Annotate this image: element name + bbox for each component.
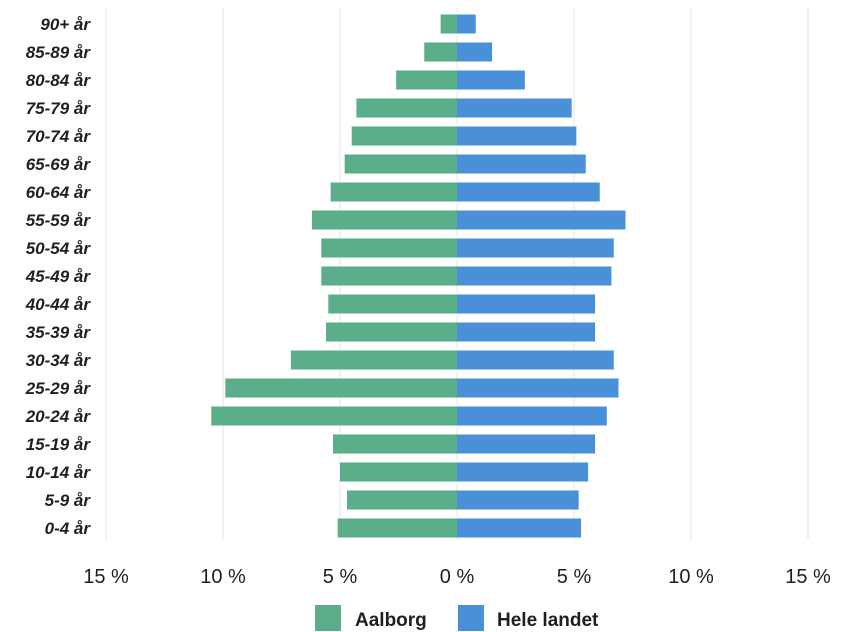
x-tick-labels: 15 % 10 % 5 % 0 % 5 % 10 % 15 % <box>83 566 831 588</box>
bar-hele-landet <box>457 322 596 342</box>
bar-hele-landet <box>457 518 582 538</box>
bar-hele-landet <box>457 490 579 510</box>
x-tick-label: 10 % <box>668 566 714 588</box>
bar-hele-landet <box>457 406 607 426</box>
category-label: 90+ år <box>40 15 91 34</box>
x-tick-label: 15 % <box>83 566 129 588</box>
bar-hele-landet <box>457 14 476 34</box>
bar-aalborg <box>225 378 457 398</box>
bar-hele-landet <box>457 182 600 202</box>
bar-aalborg <box>356 98 457 118</box>
bar-hele-landet <box>457 154 586 174</box>
legend-label: Aalborg <box>355 610 427 631</box>
bar-aalborg <box>290 350 457 370</box>
bar-hele-landet <box>457 434 596 454</box>
bar-aalborg <box>332 434 457 454</box>
category-label: 15-19 år <box>26 435 92 454</box>
bar-aalborg <box>344 154 457 174</box>
bar-aalborg <box>328 294 457 314</box>
category-label: 80-84 år <box>26 71 92 90</box>
x-tick-label: 10 % <box>200 566 246 588</box>
bar-hele-landet <box>457 98 572 118</box>
bar-aalborg <box>311 210 457 230</box>
category-label: 20-24 år <box>25 407 92 426</box>
x-tick-label: 5 % <box>323 566 358 588</box>
category-label: 5-9 år <box>45 491 92 510</box>
x-tick-label: 5 % <box>557 566 592 588</box>
bar-aalborg <box>440 14 457 34</box>
category-label: 35-39 år <box>26 323 92 342</box>
category-label: 25-29 år <box>25 379 92 398</box>
category-label: 50-54 år <box>26 239 92 258</box>
legend-label: Hele landet <box>497 610 599 631</box>
category-label: 85-89 år <box>26 43 92 62</box>
legend: Aalborg Hele landet <box>315 605 599 631</box>
bar-hele-landet <box>457 378 619 398</box>
bar-aalborg <box>211 406 457 426</box>
category-label: 55-59 år <box>26 211 92 230</box>
bar-aalborg <box>330 182 457 202</box>
legend-swatch <box>315 605 341 631</box>
bar-hele-landet <box>457 42 493 62</box>
bar-hele-landet <box>457 70 525 90</box>
category-label: 70-74 år <box>26 127 92 146</box>
category-label: 40-44 år <box>25 295 92 314</box>
category-label: 65-69 år <box>26 155 92 174</box>
bar-hele-landet <box>457 210 626 230</box>
bars <box>211 14 626 538</box>
bar-aalborg <box>424 42 457 62</box>
bar-hele-landet <box>457 350 614 370</box>
bar-aalborg <box>325 322 457 342</box>
bar-aalborg <box>321 266 457 286</box>
bar-hele-landet <box>457 462 589 482</box>
x-tick-label: 0 % <box>440 566 475 588</box>
category-label: 0-4 år <box>45 519 92 538</box>
bar-aalborg <box>337 518 457 538</box>
category-labels: 90+ år 85-89 år 80-84 år 75-79 år 70-74 år 65… <box>25 15 92 538</box>
x-tick-label: 15 % <box>785 566 831 588</box>
bar-hele-landet <box>457 294 596 314</box>
category-label: 30-34 år <box>26 351 92 370</box>
category-label: 10-14 år <box>26 463 92 482</box>
category-label: 75-79 år <box>26 99 92 118</box>
legend-swatch <box>458 605 484 631</box>
bar-aalborg <box>321 238 457 258</box>
bar-aalborg <box>347 490 457 510</box>
bar-hele-landet <box>457 126 577 146</box>
category-label: 60-64 år <box>26 183 92 202</box>
bar-aalborg <box>396 70 457 90</box>
category-label: 45-49 år <box>25 267 92 286</box>
bar-hele-landet <box>457 238 614 258</box>
bar-aalborg <box>351 126 457 146</box>
bar-hele-landet <box>457 266 612 286</box>
bar-aalborg <box>340 462 457 482</box>
